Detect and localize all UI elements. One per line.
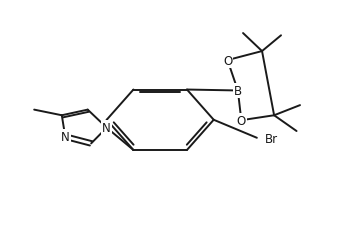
Text: O: O	[223, 54, 232, 67]
Text: Br: Br	[265, 133, 278, 146]
Text: B: B	[234, 85, 242, 98]
Text: N: N	[61, 131, 70, 143]
Text: O: O	[237, 114, 246, 127]
Text: N: N	[102, 122, 111, 135]
